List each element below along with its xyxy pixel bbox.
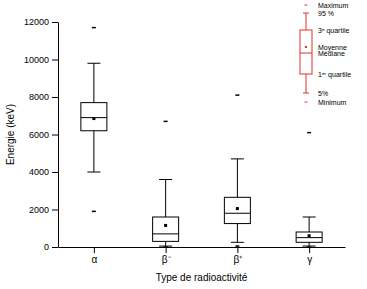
legend-maximum [305, 5, 308, 6]
lower-cap [87, 172, 100, 173]
maximum [307, 132, 311, 134]
y-tick-label: 4000 [29, 167, 49, 177]
y-tick-label: 0 [44, 242, 49, 252]
y-tick-label: 2000 [29, 205, 49, 215]
y-tick: 12000 [24, 17, 58, 27]
y-tick-mark [52, 172, 58, 173]
box [224, 95, 250, 246]
x-tick: α [91, 247, 97, 265]
box [153, 121, 179, 247]
x-tick-mark [94, 247, 95, 253]
box [81, 28, 107, 212]
upper-whisker [237, 159, 238, 197]
y-tick: 8000 [29, 92, 58, 102]
box-body [81, 103, 107, 131]
x-tick: γ [307, 247, 312, 265]
legend-label: Maximum [318, 2, 349, 9]
legend-label: Minimum [318, 99, 347, 106]
x-tick-mark [166, 247, 167, 253]
legend-median [300, 53, 312, 54]
lower-cap [231, 242, 244, 243]
minimum [235, 245, 239, 247]
upper-whisker [309, 217, 310, 232]
maximum [92, 27, 96, 29]
median [224, 213, 250, 214]
box-body [153, 217, 179, 241]
legend-lower-whisker [306, 74, 307, 93]
maximum [235, 94, 239, 96]
y-axis-title: Energie (keV) [5, 104, 16, 165]
y-axis: 0 2000 4000 6000 8000 10000 12000 [24, 17, 59, 252]
legend-box [300, 30, 312, 74]
y-tick: 4000 [29, 167, 58, 177]
x-tick-label: β⁺ [233, 254, 243, 265]
upper-cap [303, 217, 316, 218]
lower-whisker [165, 241, 166, 246]
legend: Maximum95 %3ᵉ quartileMoyenneMédiane1ᵉʳ … [300, 2, 351, 106]
x-tick: β⁻ [162, 247, 172, 265]
y-tick-label: 12000 [24, 17, 49, 27]
lower-cap [159, 246, 172, 247]
y-tick: 2000 [29, 205, 58, 215]
y-tick: 10000 [24, 55, 58, 65]
legend-lower-cap [303, 93, 309, 94]
lower-whisker [237, 224, 238, 243]
minimum [307, 246, 311, 247]
y-tick-mark [52, 135, 58, 136]
x-axis-title: Type de radioactivité [156, 272, 248, 283]
y-tick-mark [52, 247, 58, 248]
legend-label: 5% [318, 90, 328, 97]
x-tick-label: α [91, 254, 97, 265]
box-body [224, 197, 250, 223]
x-tick-label: β⁻ [162, 254, 172, 265]
lower-whisker [93, 131, 94, 172]
x-tick-mark [237, 247, 238, 253]
maximum [164, 121, 168, 123]
y-tick-label: 8000 [29, 92, 49, 102]
mean [92, 117, 95, 120]
y-tick: 6000 [29, 130, 58, 140]
median [296, 237, 322, 238]
mean [236, 207, 239, 210]
box-body [296, 232, 322, 242]
y-tick-mark [52, 60, 58, 61]
legend-label: 3ᵉ quartile [318, 27, 350, 35]
mean [308, 234, 311, 237]
x-tick-mark [309, 247, 310, 253]
legend-mean [305, 46, 307, 48]
y-tick-label: 10000 [24, 55, 49, 65]
mean [164, 224, 167, 227]
y-tick: 0 [44, 242, 58, 252]
x-tick-label: γ [307, 254, 312, 265]
median [153, 233, 179, 234]
upper-cap [231, 158, 244, 159]
minimum [164, 246, 168, 247]
y-tick-mark [52, 210, 58, 211]
lower-cap [303, 246, 316, 247]
legend-label: Médiane [318, 50, 345, 57]
y-tick-label: 6000 [29, 130, 49, 140]
lower-whisker [309, 242, 310, 246]
legend-upper-cap [303, 13, 309, 14]
legend-label: 1ᵉʳ quartile [318, 71, 351, 79]
y-tick-mark [52, 97, 58, 98]
y-axis-line [58, 23, 59, 248]
upper-whisker [165, 180, 166, 218]
minimum [92, 211, 96, 213]
x-axis: α β⁻ β⁺ γ [59, 247, 346, 265]
x-axis-line [59, 247, 346, 248]
x-tick: β⁺ [233, 247, 243, 265]
chart: 0 2000 4000 6000 8000 10000 12000 α β⁻ β⁺ γ Type de… [0, 0, 367, 289]
legend-minimum [305, 102, 308, 103]
upper-cap [159, 179, 172, 180]
legend-upper-whisker [306, 13, 307, 30]
upper-cap [87, 63, 100, 64]
legend-label: 95 % [318, 10, 334, 17]
boxes [81, 28, 322, 247]
upper-whisker [93, 63, 94, 102]
box [296, 133, 322, 247]
y-tick-mark [52, 22, 58, 23]
